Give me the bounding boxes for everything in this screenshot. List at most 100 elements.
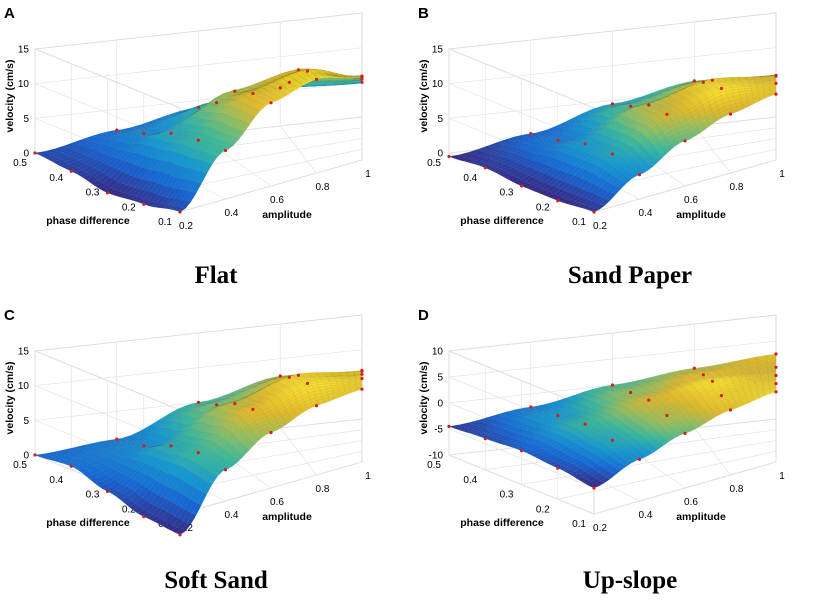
data-point (105, 489, 110, 493)
x-tick-label: 0.6 (270, 497, 284, 508)
y-tick-label: 0.1 (158, 217, 172, 228)
data-point (529, 405, 533, 409)
panel-caption: Flat (194, 262, 238, 289)
data-point (692, 366, 696, 370)
data-point (774, 365, 778, 369)
data-point (142, 202, 146, 206)
x-tick-label: 0.6 (270, 195, 284, 206)
surface (34, 68, 363, 213)
data-point (583, 142, 587, 146)
y-axis-label: phase difference (46, 517, 130, 529)
data-point (683, 139, 687, 143)
data-point (360, 368, 364, 373)
y-tick-label: 0.5 (427, 158, 441, 169)
surface-patch (325, 81, 336, 84)
data-point (719, 86, 723, 91)
data-point (447, 154, 451, 159)
x-axis-label: amplitude (676, 511, 726, 523)
z-tick-label: 0 (437, 399, 443, 410)
data-point (519, 449, 524, 453)
x-axis-label: amplitude (262, 511, 312, 523)
x-tick-label: 0.8 (316, 182, 330, 193)
data-point (360, 372, 364, 376)
data-point (592, 210, 596, 214)
y-tick-label: 0.3 (86, 490, 100, 501)
data-point (105, 191, 110, 195)
x-tick-label: 1 (779, 169, 785, 180)
z-axis-label: velocity (cm/s) (418, 60, 430, 133)
x-tick-label: 0.6 (684, 195, 698, 206)
data-point (610, 438, 614, 442)
data-point (637, 173, 642, 177)
y-tick-label: 0.4 (463, 173, 477, 184)
data-point (610, 383, 615, 387)
data-point (583, 422, 587, 426)
y-axis-label: phase difference (46, 215, 130, 227)
data-point (774, 382, 778, 386)
x-tick-label: 0.8 (730, 484, 744, 495)
surface-patch (345, 77, 352, 79)
y-tick-label: 0.4 (463, 475, 477, 486)
data-point (296, 373, 300, 377)
data-point (629, 104, 633, 108)
data-point (233, 89, 237, 93)
x-tick-label: 0.6 (684, 497, 698, 508)
data-point (447, 424, 451, 428)
data-point (710, 78, 714, 82)
data-point (519, 184, 524, 188)
data-point (360, 387, 364, 391)
data-point (215, 101, 219, 105)
data-point (196, 451, 200, 455)
data-point (142, 131, 146, 136)
data-point (33, 151, 37, 155)
z-axis-label: velocity (cm/s) (418, 362, 430, 435)
data-point (115, 437, 119, 441)
data-point (278, 86, 282, 90)
surface (448, 74, 777, 213)
data-point (774, 81, 778, 85)
y-gridline (593, 159, 777, 213)
data-point (287, 375, 291, 379)
y-tick-label: 0.1 (572, 519, 586, 530)
x-tick-label: 1 (779, 471, 785, 482)
data-point (556, 414, 560, 418)
y-tick-label: 0.5 (13, 460, 27, 471)
x-tick-label: 0.4 (639, 208, 653, 219)
data-point (269, 101, 273, 105)
data-point (360, 80, 364, 84)
data-point (592, 486, 596, 490)
surface-patch (323, 76, 331, 79)
z-tick-label: -5 (434, 425, 443, 436)
z-axis-label: velocity (cm/s) (4, 362, 16, 435)
data-point (69, 464, 73, 468)
z-tick-label: 0 (23, 149, 29, 160)
x-tick-label: 0.8 (316, 484, 330, 495)
chart-panel-B: 0510150.20.40.60.810.10.20.30.40.5veloci… (418, 5, 785, 289)
panel-caption: Soft Sand (164, 567, 268, 594)
y-tick-label: 0.2 (122, 202, 136, 213)
x-tick-label: 1 (365, 169, 371, 180)
data-point (647, 103, 651, 107)
data-point (774, 390, 778, 394)
data-point (169, 131, 173, 135)
data-point (251, 91, 255, 96)
data-point (710, 379, 714, 383)
data-point (728, 408, 733, 412)
data-point (251, 407, 255, 411)
z-tick-label: 5 (437, 373, 443, 384)
x-tick-label: 0.4 (639, 510, 653, 521)
y-axis-label: phase difference (460, 215, 544, 227)
data-point (774, 92, 778, 96)
x-axis-label: amplitude (262, 209, 312, 221)
data-point (196, 400, 201, 404)
y-tick-label: 0.4 (49, 173, 63, 184)
data-point (178, 533, 182, 537)
y-axis-label: phase difference (460, 517, 544, 529)
data-point (169, 444, 173, 448)
data-point (223, 468, 228, 472)
data-point (701, 80, 705, 84)
y-tick-label: 0.2 (536, 504, 550, 515)
y-tick-label: 0.1 (572, 217, 586, 228)
